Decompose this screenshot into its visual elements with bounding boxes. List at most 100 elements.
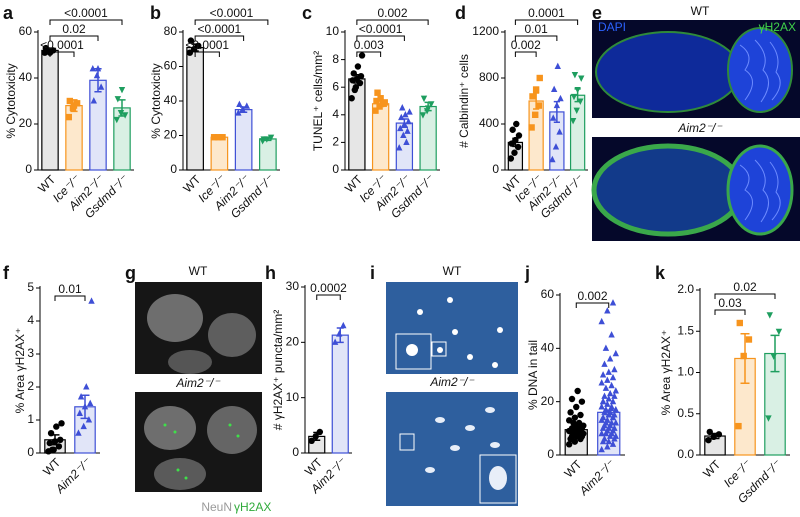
data-point <box>507 155 515 162</box>
y-tick-label: 40 <box>541 341 555 355</box>
data-point <box>577 98 584 105</box>
data-point <box>529 93 536 100</box>
y-tick-label: 1.5 <box>677 323 694 337</box>
data-point <box>535 102 543 109</box>
panel-letter: k <box>655 263 666 283</box>
inset-box <box>399 433 415 451</box>
data-point <box>599 397 607 405</box>
data-point <box>381 99 388 106</box>
data-point <box>403 138 410 145</box>
data-point <box>351 86 359 94</box>
data-point <box>770 353 777 360</box>
data-point <box>550 85 558 93</box>
data-point <box>399 104 406 111</box>
data-point <box>598 403 605 410</box>
y-tick-label: 1.0 <box>677 365 694 379</box>
data-point <box>570 93 578 101</box>
data-point <box>604 400 611 407</box>
y-axis-label: % Area γH2AX⁺ <box>13 328 27 414</box>
data-point <box>312 433 319 440</box>
data-point <box>89 64 96 72</box>
p-value: <0.0001 <box>185 38 229 52</box>
data-point <box>195 42 202 49</box>
y-tick-label: 0 <box>25 162 32 176</box>
data-point <box>550 114 557 121</box>
data-point <box>219 134 226 141</box>
data-point <box>601 392 608 399</box>
data-point <box>76 409 83 416</box>
data-point <box>215 134 222 141</box>
data-point <box>81 402 89 410</box>
comets <box>417 297 503 368</box>
y-tick-label: 40 <box>19 70 33 84</box>
y-tick-label: 20 <box>19 116 33 130</box>
comet-zoom <box>489 466 507 490</box>
data-point <box>575 419 583 427</box>
data-point <box>77 393 85 400</box>
data-point <box>46 439 53 447</box>
data-point <box>611 365 618 373</box>
data-point <box>65 113 72 121</box>
data-point <box>85 416 93 423</box>
y-tick-label: 2.0 <box>677 282 694 296</box>
significance-bracket <box>194 35 245 41</box>
data-point <box>554 62 561 70</box>
p-value: 0.03 <box>718 296 742 310</box>
y-axis-label: % Cytotoxicity <box>4 63 18 138</box>
data-point <box>609 397 617 405</box>
bar <box>89 79 107 171</box>
data-point <box>612 387 620 394</box>
data-point <box>511 149 518 156</box>
panel-letter: h <box>265 263 276 283</box>
p-value: <0.0001 <box>210 6 254 20</box>
x-tick-label: WT <box>40 455 64 479</box>
p-value: <0.0001 <box>359 22 403 36</box>
data-point <box>578 75 585 82</box>
data-point <box>405 117 412 125</box>
nucleus <box>207 406 257 454</box>
data-point <box>578 398 586 405</box>
panel-letter: b <box>150 3 161 23</box>
tissue <box>727 27 793 113</box>
data-point <box>70 102 78 109</box>
y-tick-label: 6 <box>332 79 339 93</box>
data-point <box>565 417 573 424</box>
data-point <box>612 349 620 357</box>
y-tick-label: 2 <box>27 379 34 393</box>
y-tick-label: 4 <box>27 313 34 327</box>
p-value: 0.002 <box>377 6 407 20</box>
significance-bracket <box>316 294 341 300</box>
p-value: <0.0001 <box>198 22 242 36</box>
data-point <box>598 379 605 386</box>
data-point <box>406 108 413 115</box>
data-point <box>53 423 60 430</box>
data-point <box>512 136 519 144</box>
data-point <box>420 95 428 103</box>
data-point <box>706 428 713 436</box>
data-point <box>348 95 355 102</box>
data-point <box>376 103 383 110</box>
data-point <box>419 112 427 119</box>
bar <box>234 109 253 171</box>
y-tick-label: 0 <box>292 445 299 459</box>
data-point <box>577 411 584 419</box>
bar <box>41 49 59 171</box>
p-value: 0.01 <box>58 282 82 296</box>
data-point <box>113 116 120 124</box>
inset-box <box>431 341 447 357</box>
data-point <box>609 373 617 381</box>
panel-letter: a <box>3 3 14 23</box>
data-point <box>609 299 617 306</box>
significance-bracket <box>194 51 220 57</box>
y-tick-label: 80 <box>164 24 178 38</box>
tissue <box>595 31 741 113</box>
data-point <box>398 113 405 121</box>
data-point <box>66 97 74 105</box>
data-point <box>736 319 743 327</box>
data-point <box>601 360 608 367</box>
panel-letter: e <box>592 3 602 23</box>
channel-label: γH2AX <box>759 20 796 34</box>
